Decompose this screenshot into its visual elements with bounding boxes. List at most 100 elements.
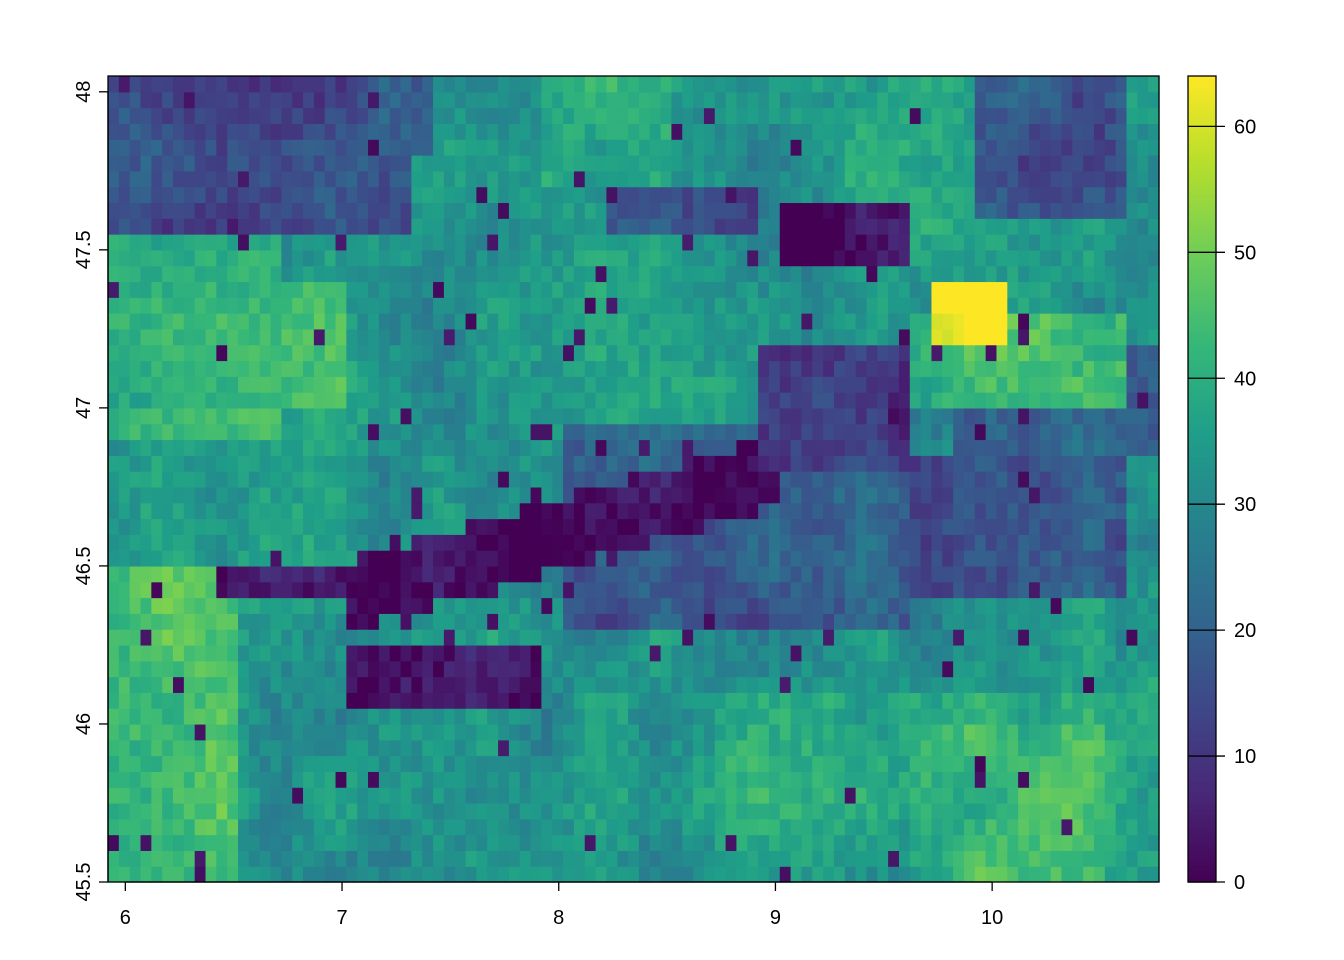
raster-cell [227, 407, 239, 425]
raster-cell [606, 265, 618, 283]
raster-cell [985, 534, 998, 551]
raster-cell [194, 91, 207, 109]
raster-cell [411, 392, 423, 409]
raster-cell [508, 629, 521, 646]
raster-cell [422, 313, 434, 330]
raster-cell [660, 850, 673, 867]
raster-cell [151, 360, 163, 377]
raster-cell [378, 297, 391, 314]
raster-cell [378, 723, 391, 741]
raster-cell [747, 723, 759, 741]
raster-cell [638, 534, 651, 551]
raster-cell [1137, 771, 1149, 788]
raster-cell [909, 360, 922, 377]
raster-cell [118, 218, 131, 235]
raster-cell [974, 486, 987, 504]
raster-cell [498, 123, 510, 140]
raster-cell [346, 502, 358, 520]
raster-cell [682, 486, 694, 504]
raster-cell [422, 502, 434, 520]
raster-cell [162, 344, 174, 362]
raster-cell [606, 123, 618, 140]
raster-cell [638, 218, 651, 235]
raster-cell [638, 234, 651, 251]
raster-cell [313, 76, 326, 93]
raster-cell [638, 439, 651, 456]
colorbar-segment [1188, 869, 1216, 875]
raster-cell [942, 486, 954, 504]
raster-cell [129, 313, 142, 330]
raster-cell [898, 155, 911, 172]
raster-cell [801, 249, 813, 267]
raster-cell [833, 755, 846, 772]
raster-cell [1093, 534, 1106, 551]
raster-cell [898, 423, 911, 441]
raster-cell [931, 723, 943, 741]
raster-cell [194, 834, 207, 851]
raster-cell [660, 486, 673, 504]
raster-cell [790, 723, 803, 741]
raster-cell [368, 818, 380, 836]
raster-cell [768, 360, 781, 377]
raster-cell [227, 344, 239, 362]
raster-cell [465, 581, 477, 599]
raster-cell [660, 534, 673, 551]
raster-cell [736, 550, 748, 567]
raster-cell [400, 376, 412, 393]
raster-cell [877, 407, 889, 425]
raster-cell [595, 597, 608, 614]
raster-cell [866, 297, 878, 314]
raster-cell [292, 660, 304, 678]
raster-cell [1093, 787, 1106, 804]
raster-cell [173, 581, 185, 599]
raster-cell [1018, 313, 1030, 330]
raster-cell [660, 676, 673, 693]
raster-cell [996, 597, 1008, 614]
raster-cell [443, 644, 456, 662]
raster-cell [248, 234, 261, 251]
raster-cell [931, 218, 943, 235]
raster-cell [768, 787, 781, 804]
raster-cell [628, 249, 640, 267]
raster-cell [888, 392, 900, 409]
raster-cell [151, 534, 163, 551]
raster-cell [974, 850, 987, 867]
raster-cell [1050, 502, 1063, 520]
raster-cell [595, 755, 608, 772]
raster-cell [920, 202, 933, 219]
raster-cell [216, 281, 228, 298]
raster-cell [433, 139, 445, 156]
raster-cell [227, 249, 239, 267]
raster-cell [259, 376, 272, 393]
raster-cell [617, 518, 629, 535]
raster-cell [931, 407, 943, 425]
raster-cell [498, 755, 510, 772]
raster-cell [1137, 297, 1149, 314]
raster-cell [335, 802, 347, 820]
raster-cell [400, 787, 412, 804]
raster-cell [173, 107, 185, 125]
raster-cell [173, 139, 185, 156]
raster-cell [216, 771, 228, 788]
raster-cell [595, 155, 608, 172]
raster-cell [173, 644, 185, 662]
raster-cell [1007, 249, 1019, 267]
raster-cell [736, 376, 748, 393]
raster-cell [1137, 692, 1149, 709]
raster-cell [1148, 534, 1160, 551]
raster-cell [736, 565, 748, 583]
raster-cell [454, 107, 467, 125]
raster-cell [238, 676, 250, 693]
raster-cell [411, 644, 423, 662]
raster-cell [162, 708, 174, 725]
raster-cell [606, 170, 618, 188]
raster-cell [1093, 629, 1106, 646]
raster-cell [682, 676, 694, 693]
raster-cell [519, 392, 532, 409]
raster-cell [1028, 407, 1041, 425]
raster-cell [812, 581, 824, 599]
raster-cell [1083, 755, 1095, 772]
raster-cell [563, 486, 575, 504]
raster-cell [974, 613, 987, 630]
raster-cell [779, 123, 792, 140]
